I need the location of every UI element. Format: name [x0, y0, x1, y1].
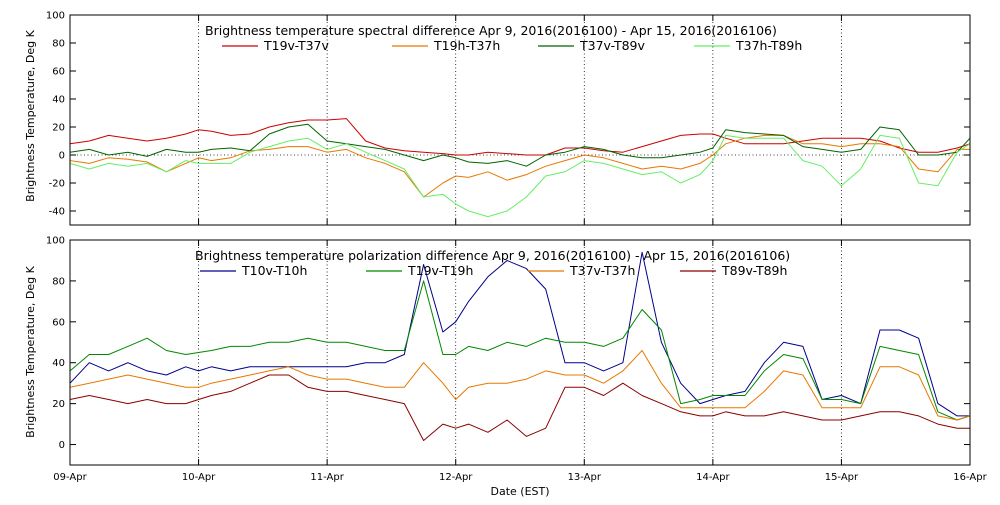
- series-line-t89v-t89h: [69, 374, 970, 441]
- y-tick-label: -40: [49, 207, 65, 218]
- y-tick-label: 20: [52, 399, 65, 410]
- y-tick-label: 60: [52, 67, 65, 78]
- legend-label: T37v-T37h: [569, 263, 635, 278]
- x-tick-label: 11-Apr: [310, 472, 344, 483]
- x-tick-label: 15-Apr: [825, 472, 859, 483]
- spectral-difference-panel: Brightness temperature spectral differen…: [24, 11, 971, 226]
- series-line-t10v-t10h: [69, 251, 970, 417]
- legend-label: T19v-T37v: [263, 38, 330, 53]
- y-tick-label: 40: [52, 95, 65, 106]
- y-tick-label: 60: [52, 317, 65, 328]
- series-line-t19h-t37h: [69, 134, 970, 198]
- polarization-difference-panel: Brightness temperature polarization diff…: [24, 236, 988, 499]
- polarization-chart-title: Brightness temperature polarization diff…: [195, 248, 790, 263]
- series-line-t19v-t37v: [69, 118, 971, 156]
- y-tick-label: -20: [49, 179, 65, 190]
- y-tick-label: 80: [52, 39, 65, 50]
- legend-label: T89v-T89h: [721, 263, 787, 278]
- series-line-t37h-t89h: [69, 134, 971, 218]
- legend-label: T10v-T10h: [241, 263, 307, 278]
- series-line-t19v-t19h: [69, 280, 971, 421]
- series-line-t37v-t89v: [69, 123, 971, 167]
- legend-label: T19v-T19h: [407, 263, 473, 278]
- y-tick-label: 20: [52, 123, 65, 134]
- plot-frame: [69, 239, 971, 466]
- x-tick-label: 10-Apr: [182, 472, 216, 483]
- y-tick-label: 0: [59, 151, 65, 162]
- y-tick-label: 0: [59, 440, 65, 451]
- y-tick-label: 100: [46, 11, 65, 22]
- y-tick-label: 80: [52, 276, 65, 287]
- legend-label: T37h-T89h: [735, 38, 802, 53]
- spectral-chart-title: Brightness temperature spectral differen…: [205, 23, 777, 38]
- x-tick-label: 14-Apr: [696, 472, 730, 483]
- legend-label: T37v-T89v: [579, 38, 646, 53]
- legend-label: T19h-T37h: [433, 38, 500, 53]
- x-tick-label: 12-Apr: [439, 472, 473, 483]
- x-tick-label: 13-Apr: [568, 472, 602, 483]
- plot-frame: [69, 14, 971, 226]
- series-line-t37v-t37h: [69, 350, 971, 421]
- x-tick-label: 16-Apr: [953, 472, 987, 483]
- polarization-y-axis-title: Brightness Temperature, Deg K: [24, 265, 37, 437]
- y-tick-label: 40: [52, 358, 65, 369]
- x-axis-title: Date (EST): [490, 485, 549, 498]
- y-tick-label: 100: [46, 236, 65, 247]
- spectral-y-axis-title: Brightness Temperature, Deg K: [24, 29, 37, 201]
- x-tick-label: 09-Apr: [53, 472, 87, 483]
